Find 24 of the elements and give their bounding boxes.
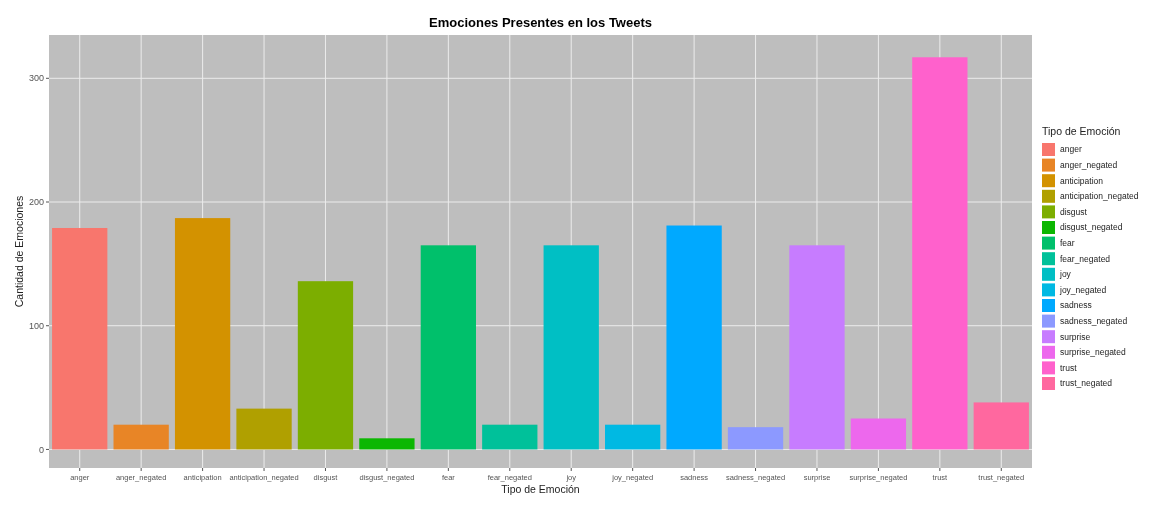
legend-label: anticipation — [1060, 175, 1104, 186]
legend-label: joy_negated — [1059, 284, 1107, 295]
y-axis-title: Cantidad de Emociones — [13, 195, 25, 308]
legend-label: fear_negated — [1060, 253, 1111, 264]
legend-label: anger_negated — [1060, 160, 1118, 171]
y-tick-label: 0 — [38, 444, 44, 455]
chart-title: Emociones Presentes en los Tweets — [428, 15, 653, 30]
y-tick-label: 200 — [28, 197, 44, 208]
x-axis-title: Tipo de Emoción — [501, 483, 580, 495]
legend-label: surprise — [1060, 331, 1091, 342]
y-tick-label: 300 — [28, 73, 44, 84]
legend-label: disgust_negated — [1060, 222, 1123, 233]
legend-label: sadness — [1060, 300, 1092, 311]
legend-label: surprise_negated — [1060, 347, 1126, 358]
legend-label: anger — [1060, 144, 1082, 155]
legend-label: joy — [1059, 269, 1072, 280]
legend-label: anticipation_negated — [1060, 191, 1139, 202]
legend-label: fear — [1060, 238, 1075, 249]
legend-label: trust_negated — [1060, 378, 1113, 389]
legend-label: trust — [1060, 362, 1078, 373]
legend-label: disgust — [1060, 206, 1088, 217]
legend-title: Tipo de Emoción — [1042, 125, 1121, 137]
y-tick-label: 100 — [28, 320, 44, 331]
legend-label: sadness_negated — [1060, 316, 1128, 327]
